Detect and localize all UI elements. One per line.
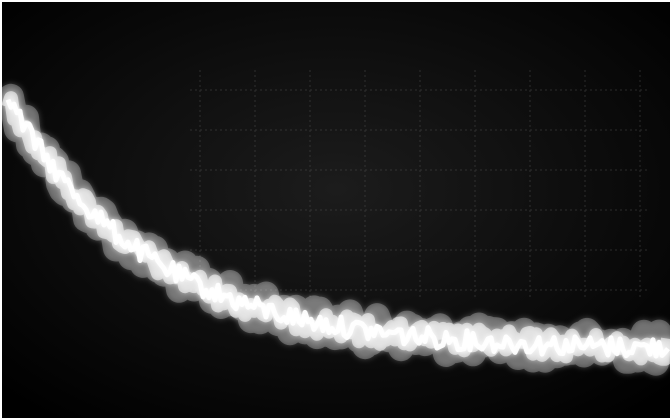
oscilloscope-photo: [0, 0, 672, 420]
page: Trace {} html, body { margin: 0; padding…: [0, 0, 672, 420]
body: (() => { const data = JSON.parse(documen…: [0, 0, 672, 420]
